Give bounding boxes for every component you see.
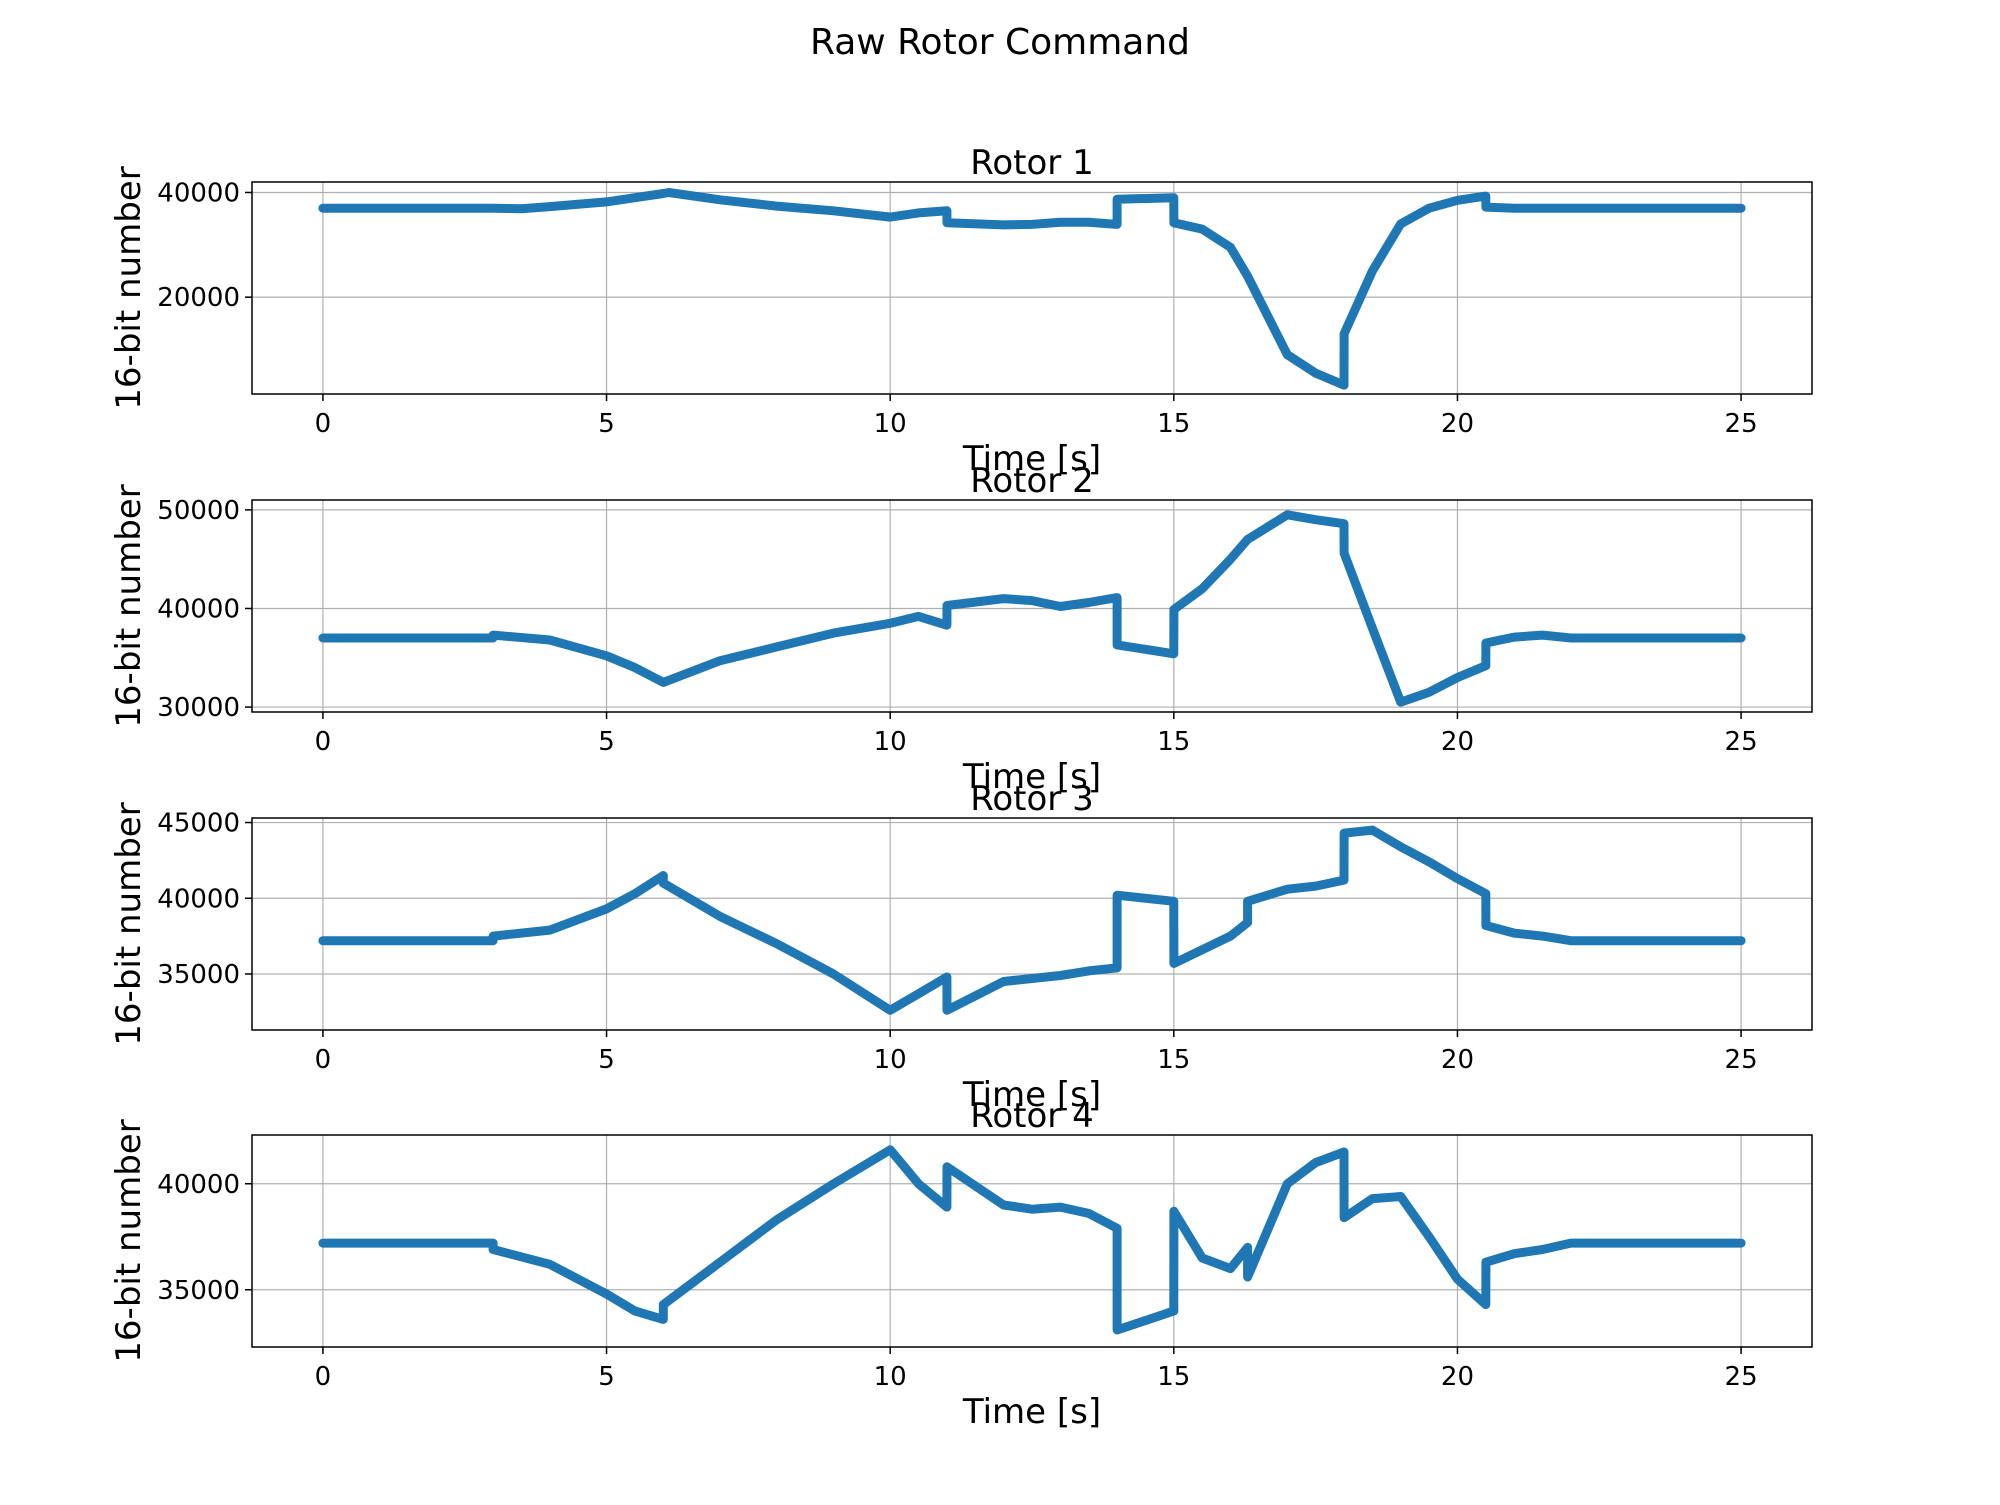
subplot-1-x-axis-label: Time [s]: [962, 439, 1101, 479]
subplot-3-axes-frame: [251, 817, 1813, 1031]
subplot-2-y-tick-label: 50000: [157, 496, 240, 526]
subplot-2-x-tick-label: 25: [1725, 727, 1758, 757]
subplot-2-axes-frame: [251, 499, 1813, 713]
subplot-3-x-tick-label: 10: [874, 1045, 907, 1075]
subplot-4-y-tick-label: 35000: [157, 1276, 240, 1306]
subplot-1-title: Rotor 1: [970, 143, 1093, 183]
subplot-1-y-axis-label: 16-bit number: [109, 166, 149, 409]
subplot-3-y-tick-label: 45000: [157, 809, 240, 839]
subplot-3-x-axis-label: Time [s]: [962, 1075, 1101, 1115]
subplot-1-series-line-thin: [322, 191, 1742, 386]
subplot-3-x-tick-label: 15: [1157, 1045, 1190, 1075]
subplot-3-x-tick-label: 20: [1441, 1045, 1474, 1075]
figure-title: Raw Rotor Command: [809, 22, 1190, 63]
subplot-2-x-tick-label: 10: [874, 727, 907, 757]
subplot-2-y-tick-label: 40000: [157, 594, 240, 624]
subplot-1-x-tick-label: 15: [1157, 409, 1190, 439]
subplot-1-series-line: [318, 188, 1746, 390]
subplot-4-y-tick-label: 40000: [157, 1170, 240, 1200]
subplot-1-x-tick-label: 20: [1441, 409, 1474, 439]
subplot-1-y-tick-label: 40000: [157, 178, 240, 208]
subplot-4-x-tick-label: 10: [874, 1362, 907, 1392]
subplot-1-x-tick-label: 5: [598, 409, 615, 439]
subplot-2-x-tick-label: 15: [1157, 727, 1190, 757]
subplot-3-y-tick-label: 40000: [157, 884, 240, 914]
subplot-1-x-tick-label: 10: [874, 409, 907, 439]
subplot-4-x-tick-label: 25: [1725, 1362, 1758, 1392]
subplot-4-series-line-thin: [322, 1149, 1742, 1331]
subplot-4-x-tick-label: 15: [1157, 1362, 1190, 1392]
subplot-2-title: Rotor 2: [970, 461, 1093, 501]
subplot-1-y-tick-label: 20000: [157, 283, 240, 313]
subplot-3-series-line-thin: [322, 829, 1742, 1012]
subplot-4-x-axis-label: Time [s]: [962, 1392, 1101, 1432]
subplot-3-x-tick-label: 25: [1725, 1045, 1758, 1075]
subplot-3-y-tick-label: 35000: [157, 960, 240, 990]
subplot-1-axes-frame: [251, 181, 1813, 395]
subplot-4-x-tick-label: 0: [315, 1362, 332, 1392]
subplot-2-y-axis-label: 16-bit number: [109, 484, 149, 727]
subplot-2-x-tick-label: 20: [1441, 727, 1474, 757]
subplot-3-title: Rotor 3: [970, 779, 1093, 819]
subplot-3-y-axis-label: 16-bit number: [109, 802, 149, 1045]
subplot-3-x-tick-label: 5: [598, 1045, 615, 1075]
subplot-2-x-tick-label: 5: [598, 727, 615, 757]
subplot-2-series-line-thin: [322, 514, 1742, 703]
subplot-3-x-tick-label: 0: [315, 1045, 332, 1075]
subplot-2-y-tick-label: 30000: [157, 693, 240, 723]
subplot-4-axes-frame: [251, 1134, 1813, 1348]
subplot-3-series-line: [318, 825, 1746, 1015]
subplot-2-x-axis-label: Time [s]: [962, 757, 1101, 797]
subplot-4-series-line: [318, 1145, 1746, 1335]
subplot-1-x-tick-label: 25: [1725, 409, 1758, 439]
subplot-4-title: Rotor 4: [970, 1096, 1093, 1136]
subplot-4-x-tick-label: 20: [1441, 1362, 1474, 1392]
subplot-1-x-tick-label: 0: [315, 409, 332, 439]
subplot-4-x-tick-label: 5: [598, 1362, 615, 1392]
subplot-4-y-axis-label: 16-bit number: [109, 1119, 149, 1362]
subplot-2-x-tick-label: 0: [315, 727, 332, 757]
